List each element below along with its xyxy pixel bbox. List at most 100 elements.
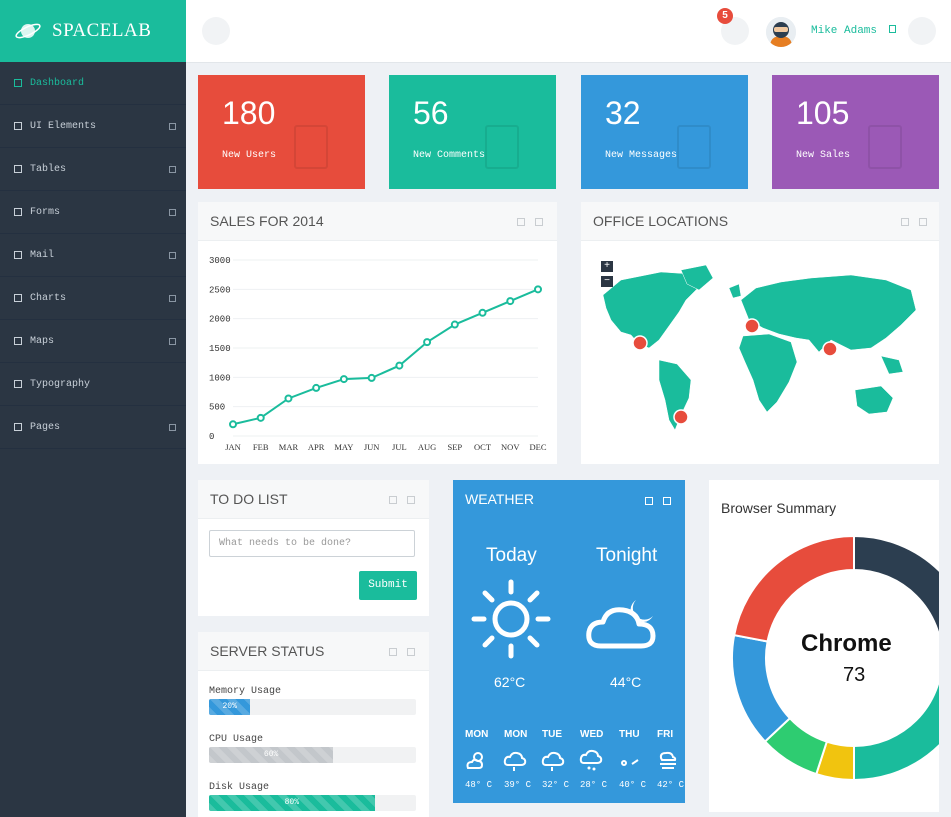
x-tick-label: JUN [364, 442, 380, 452]
world-map[interactable] [581, 240, 939, 464]
tonight-temp: 44°C [610, 674, 642, 690]
avatar[interactable] [766, 17, 796, 47]
x-tick-label: OCT [474, 442, 492, 452]
partly-sunny-icon [466, 752, 484, 769]
sidebar-item-dashboard[interactable]: Dashboard [0, 62, 186, 105]
stat-card-messages[interactable]: 32 New Messages [581, 75, 748, 189]
zoom-in-button[interactable]: + [601, 261, 613, 272]
cloud-icon [503, 751, 527, 771]
chevron-right-icon [169, 122, 176, 130]
chevron-right-icon [169, 251, 176, 259]
brand[interactable]: SPACELAB [0, 0, 186, 62]
sidebar-item-charts[interactable]: Charts [0, 277, 186, 320]
location-marker [673, 409, 689, 425]
tonight-label: Tonight [596, 545, 658, 566]
x-tick-label: JUL [392, 442, 407, 452]
collapse-icon[interactable] [517, 218, 525, 226]
cpu-usage-bar: 60% [209, 747, 416, 763]
data-point[interactable] [256, 413, 265, 422]
sidebar-item-tables[interactable]: Tables [0, 148, 186, 191]
chevron-right-icon [169, 208, 176, 216]
sidebar-item-label: Typography [30, 378, 91, 390]
menu-toggle-button[interactable] [202, 17, 230, 45]
forecast-temp: 39° C [504, 780, 532, 790]
data-point[interactable] [423, 338, 432, 347]
location-marker [822, 341, 838, 357]
wind-icon [621, 759, 639, 766]
close-icon[interactable] [663, 497, 671, 505]
close-icon[interactable] [407, 648, 415, 656]
sun-icon [471, 579, 551, 659]
donut-slice[interactable] [853, 658, 939, 782]
data-point[interactable] [395, 361, 404, 370]
submit-button[interactable]: Submit [359, 571, 417, 600]
menu-icon [14, 122, 22, 130]
close-icon[interactable] [535, 218, 543, 226]
collapse-icon[interactable] [645, 497, 653, 505]
donut-slice[interactable] [732, 534, 855, 643]
today-temp: 62°C [494, 674, 526, 690]
panel-title: SERVER STATUS [210, 643, 325, 659]
menu-icon [14, 423, 22, 431]
forecast-day: MON [504, 729, 528, 740]
donut-slice[interactable] [731, 633, 792, 743]
comments-icon [485, 125, 519, 169]
stat-card-comments[interactable]: 56 New Comments [389, 75, 556, 189]
y-tick-label: 0 [209, 432, 214, 442]
y-tick-label: 2000 [209, 315, 231, 325]
data-point[interactable] [284, 394, 293, 403]
stat-card-sales[interactable]: 105 New Sales [772, 75, 939, 189]
sidebar-item-pages[interactable]: Pages [0, 406, 186, 449]
browser-summary-panel: Browser Summary Chrome 73 [709, 480, 939, 812]
sidebar-item-maps[interactable]: Maps [0, 320, 186, 363]
rain-cloud-icon [579, 749, 603, 771]
menu-icon [14, 251, 22, 259]
donut-center-value: 73 [843, 664, 866, 686]
settings-button[interactable] [908, 17, 936, 45]
data-point[interactable] [339, 375, 348, 384]
messages-icon [677, 125, 711, 169]
data-point[interactable] [450, 320, 459, 329]
collapse-icon[interactable] [389, 496, 397, 504]
forecast-day: WED [580, 729, 604, 740]
data-point[interactable] [506, 297, 515, 306]
topbar [186, 0, 951, 63]
chevron-right-icon [169, 423, 176, 431]
disk-usage-fill: 80% [209, 795, 375, 811]
sales-line-chart: 0 500 1000 1500 2000 2500 3000 JAN FEB MAR APR MAY J… [209, 256, 547, 452]
close-icon[interactable] [919, 218, 927, 226]
y-tick-label: 1500 [209, 344, 231, 354]
sidebar-item-typography[interactable]: Typography [0, 363, 186, 406]
menu-icon [14, 165, 22, 173]
forecast-day: MON [465, 729, 489, 740]
stat-label: New Users [222, 150, 277, 161]
zoom-out-button[interactable]: − [601, 276, 613, 287]
panel-title: TO DO LIST [210, 491, 288, 507]
username[interactable]: Mike Adams [811, 25, 896, 37]
browser-donut-chart [731, 534, 939, 782]
donut-center-label: Chrome [801, 630, 892, 657]
y-tick-label: 3000 [209, 256, 231, 266]
data-point[interactable] [367, 373, 376, 382]
data-point[interactable] [229, 420, 237, 429]
cloudy-night-icon [586, 600, 656, 649]
data-point[interactable] [312, 383, 321, 392]
stat-card-users[interactable]: 180 New Users [198, 75, 365, 189]
sidebar-item-forms[interactable]: Forms [0, 191, 186, 234]
sidebar-item-ui-elements[interactable]: UI Elements [0, 105, 186, 148]
data-point[interactable] [534, 285, 542, 294]
x-tick-label: JAN [225, 442, 241, 452]
collapse-icon[interactable] [901, 218, 909, 226]
sidebar: SPACELAB Dashboard UI Elements Tables Forms… [0, 0, 186, 817]
todo-input[interactable]: What needs to be done? [209, 530, 415, 557]
chevron-right-icon [169, 294, 176, 302]
sidebar-item-mail[interactable]: Mail [0, 234, 186, 277]
collapse-icon[interactable] [389, 648, 397, 656]
cloud-icon [541, 751, 565, 771]
panel-header: OFFICE LOCATIONS [581, 202, 939, 241]
cpu-usage-label: CPU Usage [209, 734, 264, 745]
data-point[interactable] [478, 308, 487, 317]
menu-icon [14, 294, 22, 302]
close-icon[interactable] [407, 496, 415, 504]
donut-slice[interactable] [853, 534, 939, 658]
